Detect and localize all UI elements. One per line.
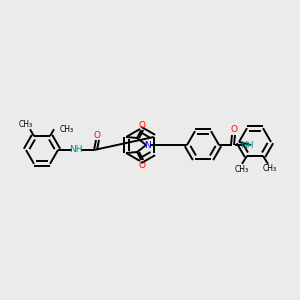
Text: O: O (94, 130, 100, 140)
Text: CH₃: CH₃ (60, 125, 74, 134)
Text: N: N (144, 140, 151, 149)
Text: NH: NH (240, 140, 254, 149)
Text: O: O (139, 160, 145, 169)
Text: CH₃: CH₃ (235, 165, 249, 174)
Text: CH₃: CH₃ (19, 120, 33, 129)
Text: NH: NH (69, 146, 83, 154)
Text: CH₃: CH₃ (263, 164, 277, 173)
Text: O: O (139, 121, 145, 130)
Text: O: O (230, 125, 238, 134)
